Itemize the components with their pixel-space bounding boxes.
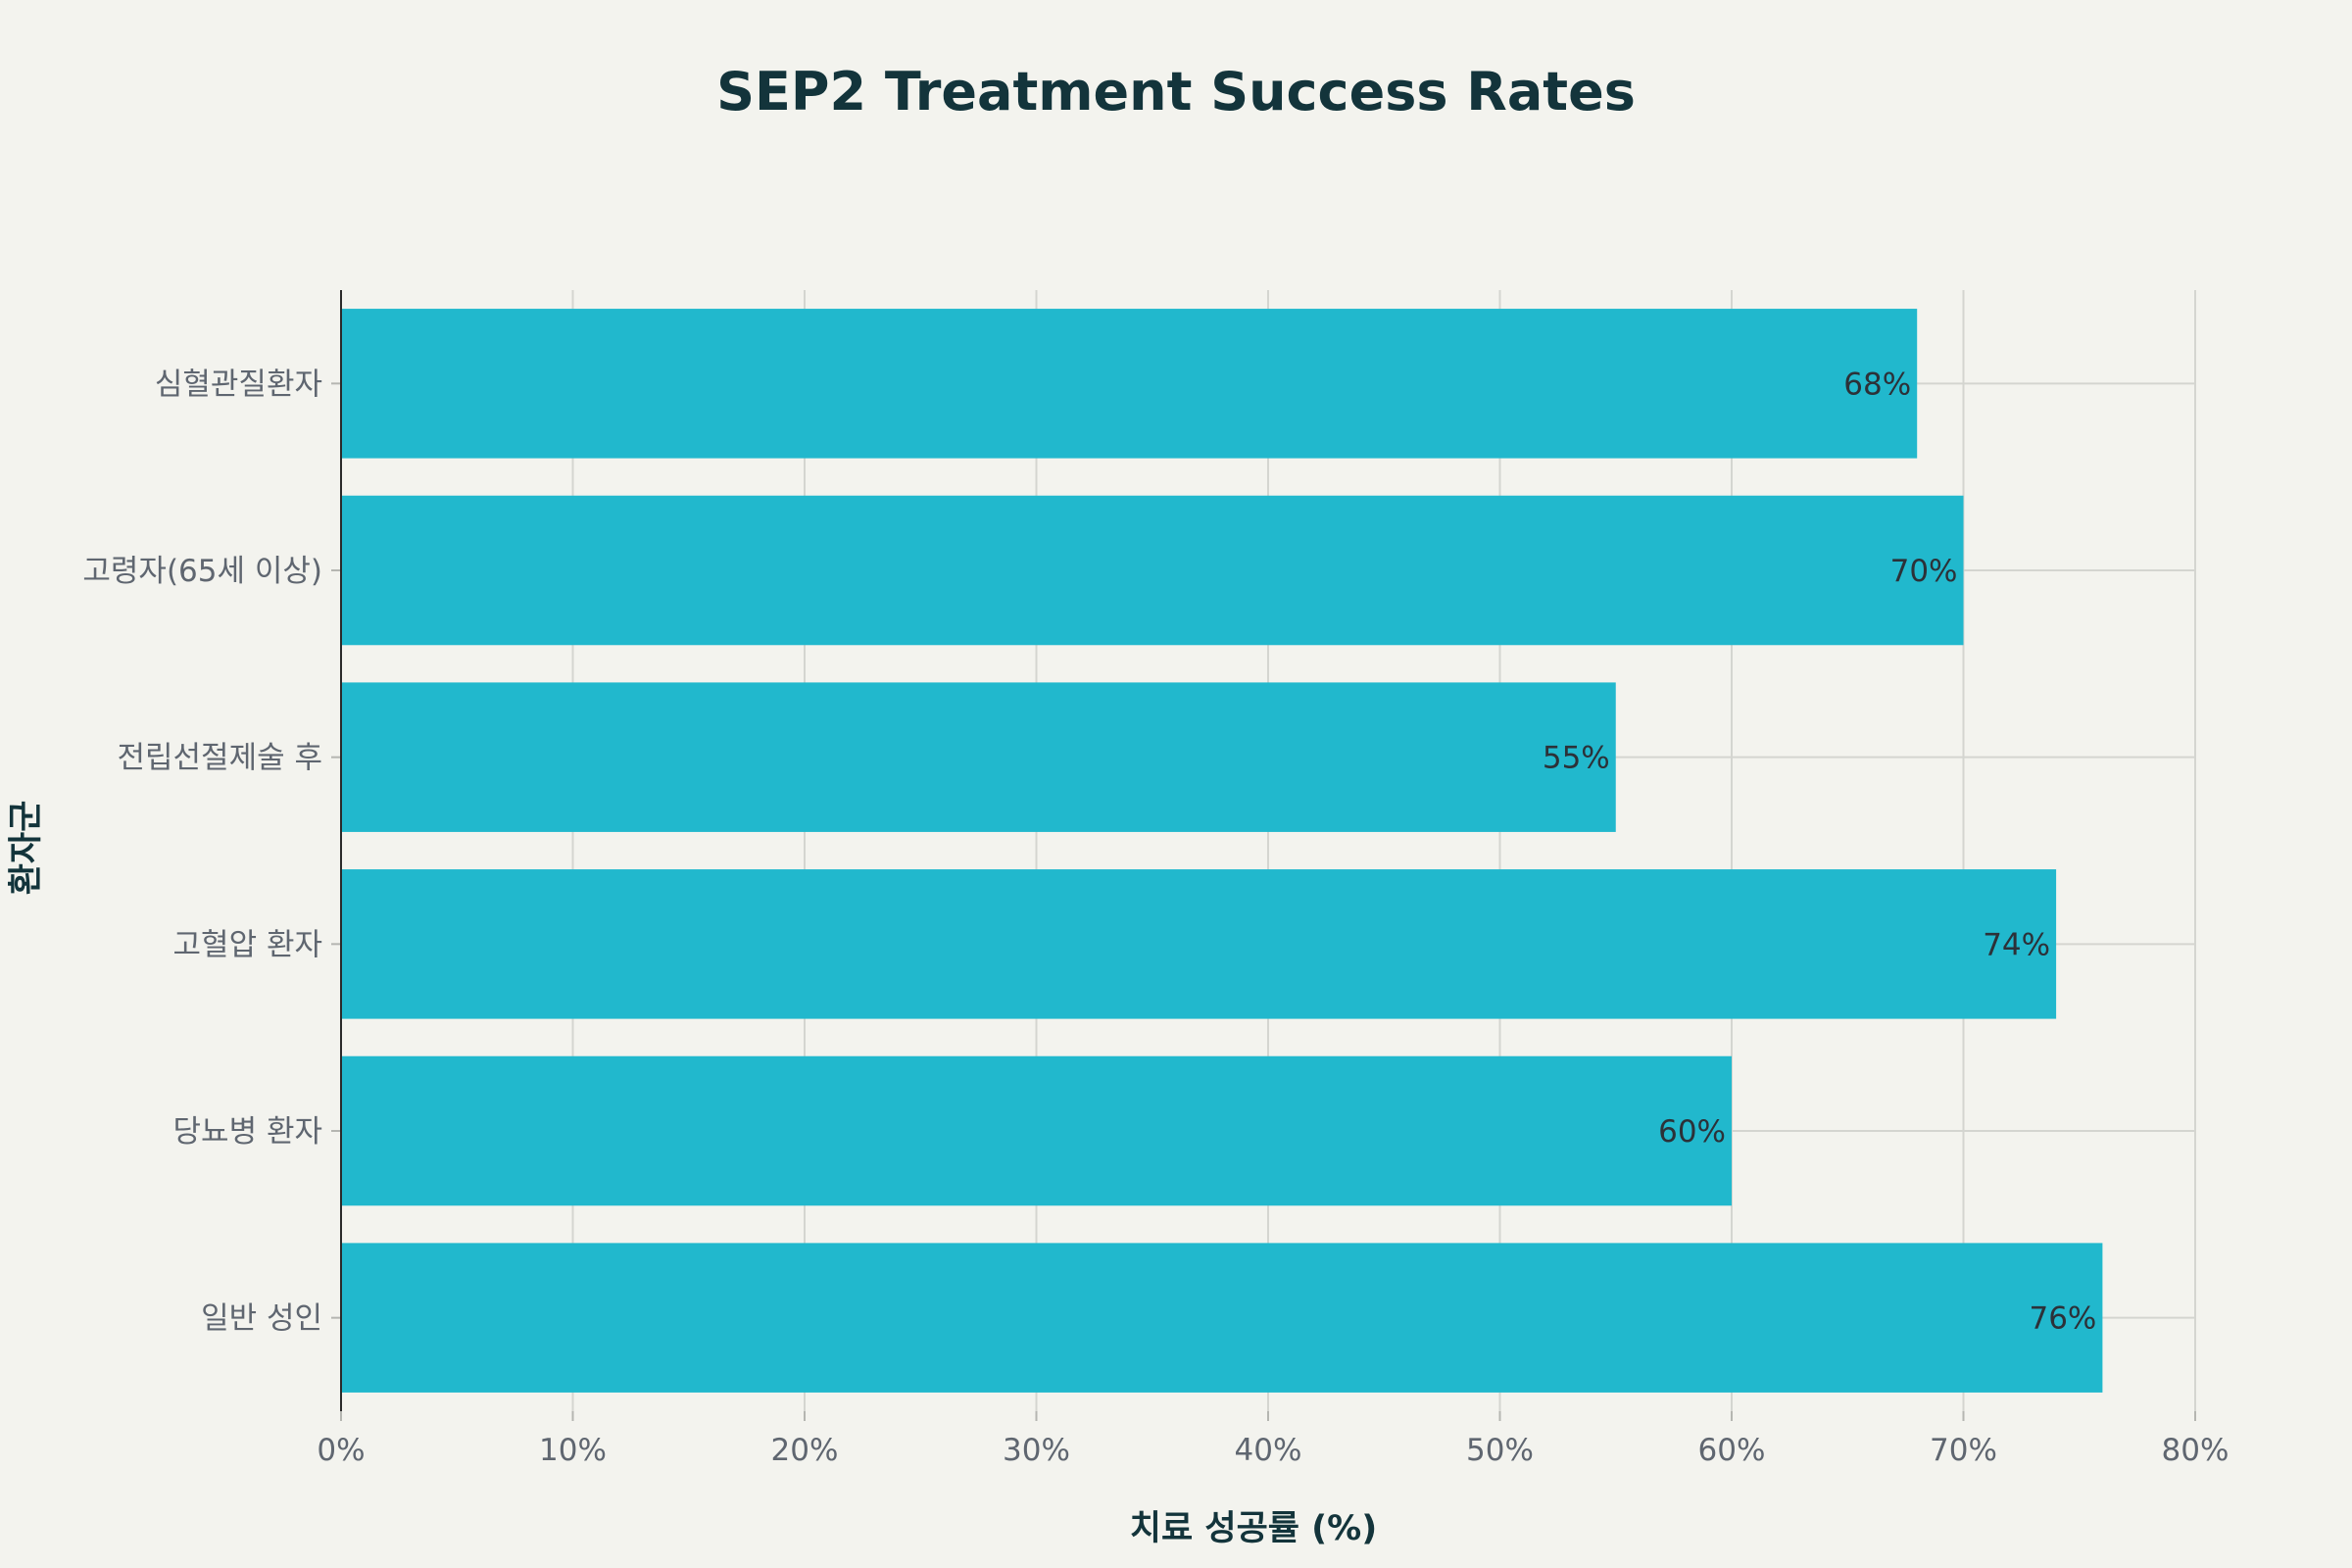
bar (341, 495, 1964, 646)
bar (341, 1243, 2103, 1393)
y-category-label: 전립선절제술 후 (118, 741, 323, 776)
bar (341, 1055, 1732, 1206)
chart-title: SEP2 Treatment Success Rates (716, 61, 1636, 122)
y-category-label: 일반 성인 (201, 1301, 322, 1337)
axes (331, 290, 2196, 1421)
data-label: 55% (1543, 741, 1610, 776)
bars (341, 309, 2103, 1393)
x-tick-label: 20% (771, 1433, 839, 1468)
bar (341, 869, 2057, 1019)
x-tick-label: 70% (1930, 1433, 1997, 1468)
bar (341, 682, 1616, 832)
x-tick-label: 10% (539, 1433, 607, 1468)
x-tick-label: 40% (1235, 1433, 1302, 1468)
data-label: 74% (1983, 927, 2050, 962)
y-axis-title: 환자군 (7, 801, 46, 896)
y-category-label: 고혈압 환자 (173, 927, 322, 962)
x-axis-title: 치료 성공률 (%) (1130, 1509, 1377, 1548)
y-category-label: 고령자(65세 이상) (82, 554, 322, 589)
data-label: 60% (1658, 1114, 1726, 1150)
bar (341, 309, 1918, 459)
data-label: 70% (1890, 554, 1958, 589)
data-label: 68% (1843, 367, 1911, 402)
x-tick-label: 30% (1003, 1433, 1070, 1468)
labels: 0% 10% 20% 30% 40% 50% 60% 70% 80% 68% 심혈관질환자 70% 고령… (82, 367, 2229, 1468)
y-category-label: 당뇨병 환자 (173, 1114, 322, 1150)
x-tick-label: 50% (1466, 1433, 1534, 1468)
x-tick-label: 0% (317, 1433, 365, 1468)
y-category-label: 심혈관질환자 (155, 367, 322, 402)
x-tick-label: 60% (1698, 1433, 1766, 1468)
data-label: 76% (2029, 1301, 2096, 1337)
x-tick-label: 80% (2162, 1433, 2230, 1468)
